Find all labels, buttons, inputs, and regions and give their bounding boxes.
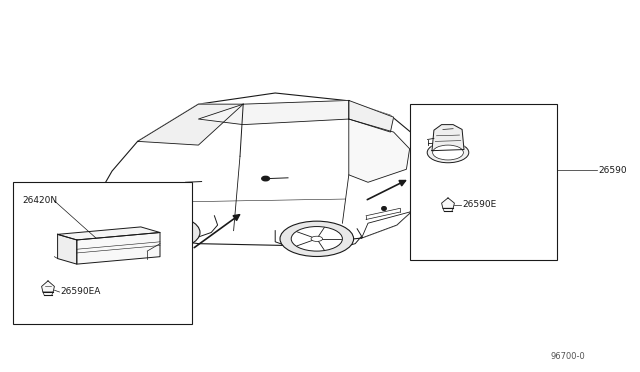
Polygon shape — [198, 100, 349, 125]
Ellipse shape — [428, 142, 468, 163]
Polygon shape — [99, 93, 426, 246]
Polygon shape — [58, 227, 160, 240]
Text: 26590EA: 26590EA — [61, 287, 101, 296]
Polygon shape — [349, 100, 394, 132]
Polygon shape — [58, 234, 77, 264]
Ellipse shape — [126, 215, 200, 250]
Ellipse shape — [291, 227, 342, 251]
Polygon shape — [362, 201, 422, 238]
Polygon shape — [442, 198, 454, 208]
Ellipse shape — [311, 236, 323, 241]
Ellipse shape — [280, 221, 354, 257]
Ellipse shape — [138, 220, 189, 245]
Circle shape — [262, 176, 269, 181]
Bar — [410, 104, 557, 260]
Polygon shape — [42, 281, 54, 292]
Text: 26420N: 26420N — [22, 196, 58, 205]
Polygon shape — [138, 104, 243, 145]
Ellipse shape — [157, 230, 169, 235]
Bar — [13, 182, 192, 324]
Text: 26590E: 26590E — [462, 200, 497, 209]
Text: 26590: 26590 — [598, 166, 627, 175]
Polygon shape — [432, 125, 464, 151]
Polygon shape — [77, 232, 160, 264]
Text: 96700-0: 96700-0 — [550, 352, 585, 361]
Ellipse shape — [433, 145, 463, 160]
Polygon shape — [349, 119, 410, 182]
